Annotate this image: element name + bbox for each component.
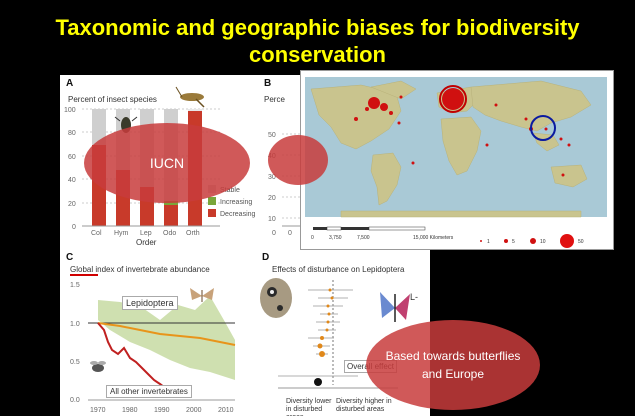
c-xtick-1990: 1990 <box>154 407 170 414</box>
iucn-callout: IUCN <box>84 123 250 203</box>
legend-decreasing: Decreasing <box>220 211 256 218</box>
panel-c-subtitle: Global index of invertebrate abundance <box>70 265 210 274</box>
c-xtick-2000: 2000 <box>186 407 202 414</box>
moth-icon <box>190 288 214 302</box>
a-xtick-hym: Hym <box>114 230 129 237</box>
lepidoptera-line <box>97 322 236 346</box>
panel-d-chart <box>260 278 398 389</box>
scale-15000: 15,000 Kilometers <box>413 235 454 241</box>
occurrence-points <box>354 88 571 177</box>
point-na-large <box>368 97 380 109</box>
butterflies-callout-line1: Based towards butterflies <box>385 349 521 363</box>
b-xtick-0: 0 <box>288 230 292 237</box>
b-ytick-30: 30 <box>268 174 276 181</box>
confidence-band <box>98 296 235 380</box>
grasshopper-icon <box>175 86 205 108</box>
diversity-lower-label: Diversity lower in disturbed areas <box>286 398 332 416</box>
panel-b-label: B <box>264 78 272 89</box>
blue-butterfly-icon <box>378 288 412 328</box>
iucn-callout-text: IUCN <box>149 155 185 171</box>
bar-odo-decreasing <box>164 205 178 226</box>
butterfly-icon <box>260 278 292 318</box>
a-ytick-0: 0 <box>72 224 76 231</box>
c-ytick-05: 0.5 <box>70 359 80 366</box>
scale-3750: 3,750 <box>329 235 342 241</box>
australia <box>550 164 588 188</box>
c-xtick-1980: 1980 <box>122 407 138 414</box>
legend-increasing: Increasing <box>220 199 252 206</box>
other-invertebrates-label: All other invertebrates <box>106 385 192 398</box>
butterflies-callout-line2: and Europe <box>421 367 485 381</box>
legend-10: 10 <box>540 239 546 245</box>
a-ytick-40: 40 <box>68 177 76 184</box>
scale-0: 0 <box>311 235 314 241</box>
a-ytick-80: 80 <box>68 130 76 137</box>
panel-a-label: A <box>66 78 74 89</box>
diversity-higher-label: Diversity higher in disturbed areas <box>336 398 392 413</box>
legend-decreasing-swatch <box>208 209 216 217</box>
legend-1: 1 <box>487 239 490 245</box>
a-ytick-100: 100 <box>64 107 76 114</box>
antarctica <box>340 210 582 218</box>
c-ytick-10: 1.0 <box>70 321 80 328</box>
south-america <box>370 152 402 206</box>
bar-odo-increasing <box>164 201 178 205</box>
b-ytick-0: 0 <box>272 230 276 237</box>
slide-title: Taxonomic and geographic biases for biod… <box>0 14 635 68</box>
panel-c-label: C <box>66 252 74 263</box>
b-ytick-50: 50 <box>268 132 276 139</box>
world-map: 0 3,750 7,500 15,000 Kilometers 1 5 10 5… <box>305 77 607 248</box>
a-xtick-lep: Lep <box>140 230 152 237</box>
asia-highlight-circle <box>530 115 556 141</box>
title-line-1: Taxonomic and geographic biases for biod… <box>55 15 580 40</box>
a-xtick-odo: Odo <box>163 230 176 237</box>
scale-7500: 7,500 <box>357 235 370 241</box>
c-ytick-15: 1.5 <box>70 282 80 289</box>
legend-increasing-swatch <box>208 197 216 205</box>
legend-5: 5 <box>512 239 515 245</box>
overall-effect-point <box>314 378 322 386</box>
southeast-asia <box>532 132 560 152</box>
a-ytick-60: 60 <box>68 154 76 161</box>
title-line-2: conservation <box>249 42 386 67</box>
scale-bar: 0 3,750 7,500 15,000 Kilometers <box>311 226 454 241</box>
europe-highlight-circle <box>439 85 467 113</box>
fly-icon <box>90 361 106 372</box>
asia <box>470 80 592 132</box>
world-map-panel: 0 3,750 7,500 15,000 Kilometers 1 5 10 5… <box>300 70 614 250</box>
panel-b-partial-ellipse <box>268 135 328 185</box>
panel-d-side-letter: L- <box>410 292 419 302</box>
africa <box>440 116 482 176</box>
legend-50: 50 <box>578 239 584 245</box>
point-europe-large <box>442 88 464 110</box>
size-legend: 1 5 10 50 <box>480 234 584 248</box>
a-xtick-orth: Orth <box>186 230 200 237</box>
a-ytick-20: 20 <box>68 201 76 208</box>
greenland <box>370 80 417 100</box>
c-xtick-2010: 2010 <box>218 407 234 414</box>
b-ytick-20: 20 <box>268 195 276 202</box>
panel-d-label: D <box>262 252 270 263</box>
c-ytick-00: 0.0 <box>70 397 80 404</box>
panel-a-subtitle: Percent of insect species <box>68 95 157 104</box>
a-xtick-col: Col <box>91 230 102 237</box>
panel-b-subtitle: Perce <box>264 95 285 104</box>
legend-stable: Stable <box>220 187 240 194</box>
panel-d-subtitle: Effects of disturbance on Lepidoptera <box>272 265 405 274</box>
c-xtick-1970: 1970 <box>90 407 106 414</box>
b-ytick-10: 10 <box>268 216 276 223</box>
a-xlabel: Order <box>136 238 157 247</box>
lepidoptera-label: Lepidoptera <box>122 296 178 310</box>
panel-c: C Global index of invertebrate abundance… <box>60 250 260 416</box>
panel-c-chart: 1.5 1.0 0.5 0.0 1970 1980 1990 2000 2010 <box>70 274 236 414</box>
butterflies-callout: Based towards butterflies and Europe <box>366 320 540 410</box>
